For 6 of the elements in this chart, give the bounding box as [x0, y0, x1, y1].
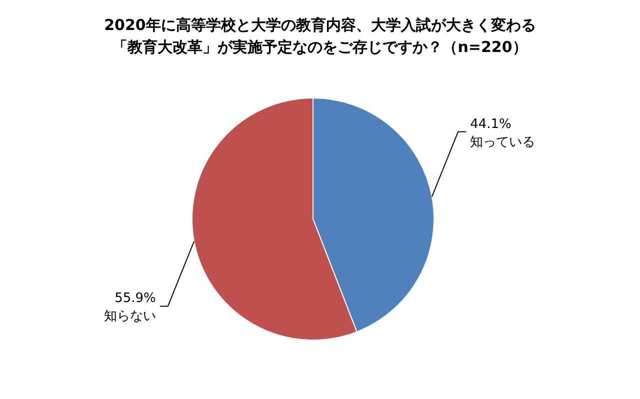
chart-title: 2020年に高等学校と大学の教育内容、大学入試が大きく変わる	[104, 16, 536, 34]
slice-label: 知っている	[470, 134, 536, 150]
data-label: 55.9%	[114, 291, 156, 306]
data-label: 44.1%	[470, 116, 512, 132]
slice-label: 知らない	[104, 309, 156, 324]
chart-subtitle: 「教育大改革」が実施予定なのをご存じですか？（n=220）	[112, 38, 528, 56]
